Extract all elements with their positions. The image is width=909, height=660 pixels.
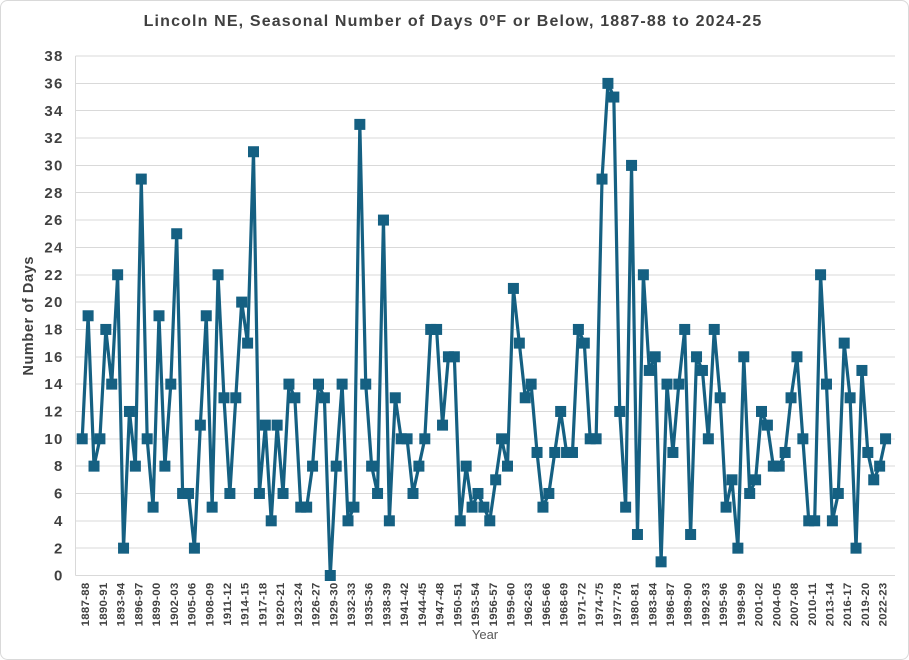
svg-text:1977-78: 1977-78 [612,583,624,627]
svg-text:1899-00: 1899-00 [151,583,163,627]
svg-text:1998-99: 1998-99 [736,583,748,627]
svg-text:1944-45: 1944-45 [417,582,429,626]
svg-text:1902-03: 1902-03 [169,583,181,627]
svg-text:Number of Days: Number of Days [21,256,37,376]
svg-text:2016-17: 2016-17 [842,583,854,627]
svg-text:38: 38 [44,48,63,65]
svg-text:2022-23: 2022-23 [878,583,890,627]
svg-text:1974-75: 1974-75 [594,582,606,626]
svg-text:1935-36: 1935-36 [364,583,376,627]
svg-text:1905-06: 1905-06 [187,583,199,627]
svg-text:26: 26 [44,212,63,229]
svg-text:18: 18 [44,322,63,339]
svg-text:2013-14: 2013-14 [824,582,836,626]
svg-text:2019-20: 2019-20 [860,583,872,627]
svg-text:30: 30 [44,158,63,175]
svg-text:32: 32 [44,130,63,147]
svg-text:1914-15: 1914-15 [240,582,252,626]
svg-text:1917-18: 1917-18 [257,583,269,627]
svg-text:1932-33: 1932-33 [346,583,358,627]
svg-text:16: 16 [44,349,63,366]
svg-text:14: 14 [44,376,63,393]
svg-text:1926-27: 1926-27 [311,583,323,627]
svg-text:1923-24: 1923-24 [293,582,305,626]
svg-text:1941-42: 1941-42 [399,583,411,627]
svg-text:1896-97: 1896-97 [133,583,145,627]
svg-text:1920-21: 1920-21 [275,582,287,626]
svg-text:1887-88: 1887-88 [80,583,92,627]
svg-text:1953-54: 1953-54 [470,582,482,626]
svg-text:1962-63: 1962-63 [523,583,535,627]
svg-text:1947-48: 1947-48 [435,583,447,627]
svg-text:1950-51: 1950-51 [452,582,464,626]
svg-text:6: 6 [54,486,64,503]
svg-text:2007-08: 2007-08 [789,583,801,627]
svg-text:1911-12: 1911-12 [222,583,234,626]
svg-text:36: 36 [44,75,63,92]
svg-text:1980-81: 1980-81 [630,582,642,626]
svg-text:1995-96: 1995-96 [718,583,730,627]
svg-text:1893-94: 1893-94 [116,582,128,626]
svg-text:1986-87: 1986-87 [665,583,677,627]
svg-text:1965-66: 1965-66 [541,583,553,627]
svg-text:1989-90: 1989-90 [683,583,695,627]
svg-text:Year: Year [472,627,499,642]
svg-text:1959-60: 1959-60 [506,583,518,627]
svg-text:2: 2 [54,540,64,557]
svg-text:1956-57: 1956-57 [488,583,500,627]
svg-text:28: 28 [44,185,63,202]
svg-text:20: 20 [44,294,63,311]
svg-text:2001-02: 2001-02 [754,583,766,627]
svg-text:12: 12 [44,404,63,421]
svg-text:2010-11: 2010-11 [807,582,819,626]
svg-text:1968-69: 1968-69 [559,583,571,627]
svg-text:1929-30: 1929-30 [328,583,340,627]
svg-text:1992-93: 1992-93 [700,583,712,627]
svg-text:2004-05: 2004-05 [771,582,783,626]
svg-text:1908-09: 1908-09 [204,583,216,627]
svg-text:1983-84: 1983-84 [647,582,659,626]
svg-text:1890-91: 1890-91 [98,582,110,626]
svg-text:24: 24 [44,240,63,257]
svg-text:22: 22 [44,267,63,284]
svg-text:10: 10 [44,431,63,448]
svg-text:34: 34 [44,103,63,120]
svg-text:1971-72: 1971-72 [576,583,588,627]
svg-text:8: 8 [54,458,64,475]
svg-text:4: 4 [54,513,64,530]
svg-text:0: 0 [54,568,64,585]
svg-text:Lincoln NE, Seasonal Number of: Lincoln NE, Seasonal Number of Days 0ºF … [144,13,763,30]
svg-text:1938-39: 1938-39 [381,583,393,627]
